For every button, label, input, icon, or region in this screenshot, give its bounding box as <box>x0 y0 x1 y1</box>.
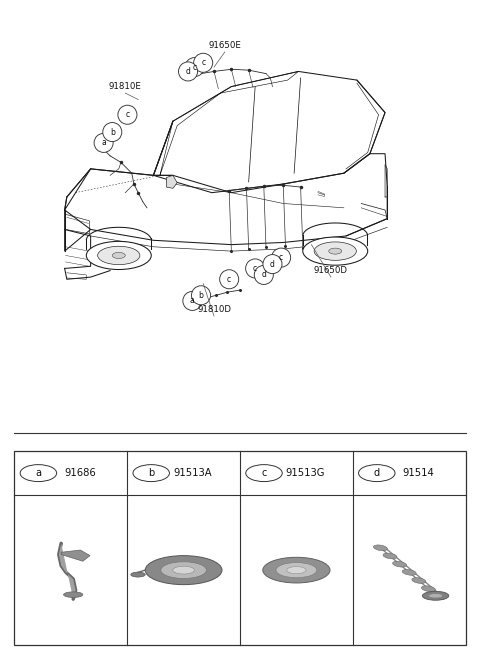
Text: 91810E: 91810E <box>109 82 142 91</box>
Text: c: c <box>279 253 283 262</box>
Text: d: d <box>262 270 266 279</box>
Circle shape <box>220 270 239 289</box>
Text: a: a <box>36 468 41 478</box>
Ellipse shape <box>329 248 342 254</box>
Ellipse shape <box>393 562 407 567</box>
Circle shape <box>263 255 282 274</box>
Text: 91514: 91514 <box>402 468 434 478</box>
Text: d: d <box>186 67 191 76</box>
Text: c: c <box>192 62 197 72</box>
Text: c: c <box>201 58 205 68</box>
Circle shape <box>20 464 57 482</box>
Ellipse shape <box>97 246 140 264</box>
Circle shape <box>193 53 213 72</box>
Ellipse shape <box>112 253 125 258</box>
Circle shape <box>183 291 202 310</box>
Ellipse shape <box>429 594 443 598</box>
Ellipse shape <box>303 237 368 265</box>
Ellipse shape <box>314 242 356 260</box>
Circle shape <box>179 62 198 81</box>
Ellipse shape <box>145 556 222 584</box>
Text: 91513G: 91513G <box>286 468 325 478</box>
Text: 91650E: 91650E <box>208 41 241 50</box>
Ellipse shape <box>422 591 449 600</box>
Text: c: c <box>125 110 130 119</box>
Text: a: a <box>101 138 106 148</box>
Ellipse shape <box>161 562 206 579</box>
Ellipse shape <box>131 572 145 577</box>
Circle shape <box>254 266 273 285</box>
Text: c: c <box>261 468 267 478</box>
Text: c: c <box>227 275 231 284</box>
Text: d: d <box>374 468 380 478</box>
Ellipse shape <box>431 594 445 600</box>
Polygon shape <box>59 543 75 599</box>
Text: d: d <box>270 260 275 268</box>
Ellipse shape <box>276 563 317 578</box>
Ellipse shape <box>412 578 426 583</box>
Ellipse shape <box>421 586 435 592</box>
Polygon shape <box>61 550 90 561</box>
Polygon shape <box>167 175 177 188</box>
Ellipse shape <box>263 558 330 583</box>
Text: a: a <box>190 297 195 306</box>
Text: 91513A: 91513A <box>173 468 212 478</box>
Circle shape <box>359 464 395 482</box>
Circle shape <box>272 248 291 267</box>
Circle shape <box>192 286 211 305</box>
Ellipse shape <box>402 569 416 575</box>
Ellipse shape <box>383 553 397 559</box>
Text: c: c <box>253 264 257 273</box>
Text: 91650D: 91650D <box>314 266 348 275</box>
Text: b: b <box>110 127 115 136</box>
Circle shape <box>103 123 122 142</box>
Ellipse shape <box>287 567 306 574</box>
Circle shape <box>246 464 282 482</box>
Text: b: b <box>199 291 204 300</box>
Circle shape <box>133 464 169 482</box>
Circle shape <box>118 105 137 124</box>
Ellipse shape <box>173 566 194 574</box>
Circle shape <box>246 259 264 278</box>
Ellipse shape <box>86 241 151 270</box>
Ellipse shape <box>373 545 387 550</box>
Circle shape <box>185 58 204 77</box>
Text: 91810D: 91810D <box>197 305 231 314</box>
Circle shape <box>94 133 113 152</box>
Ellipse shape <box>63 592 83 598</box>
Text: 91686: 91686 <box>64 468 96 478</box>
Text: b: b <box>148 468 155 478</box>
Bar <box>14 451 466 645</box>
